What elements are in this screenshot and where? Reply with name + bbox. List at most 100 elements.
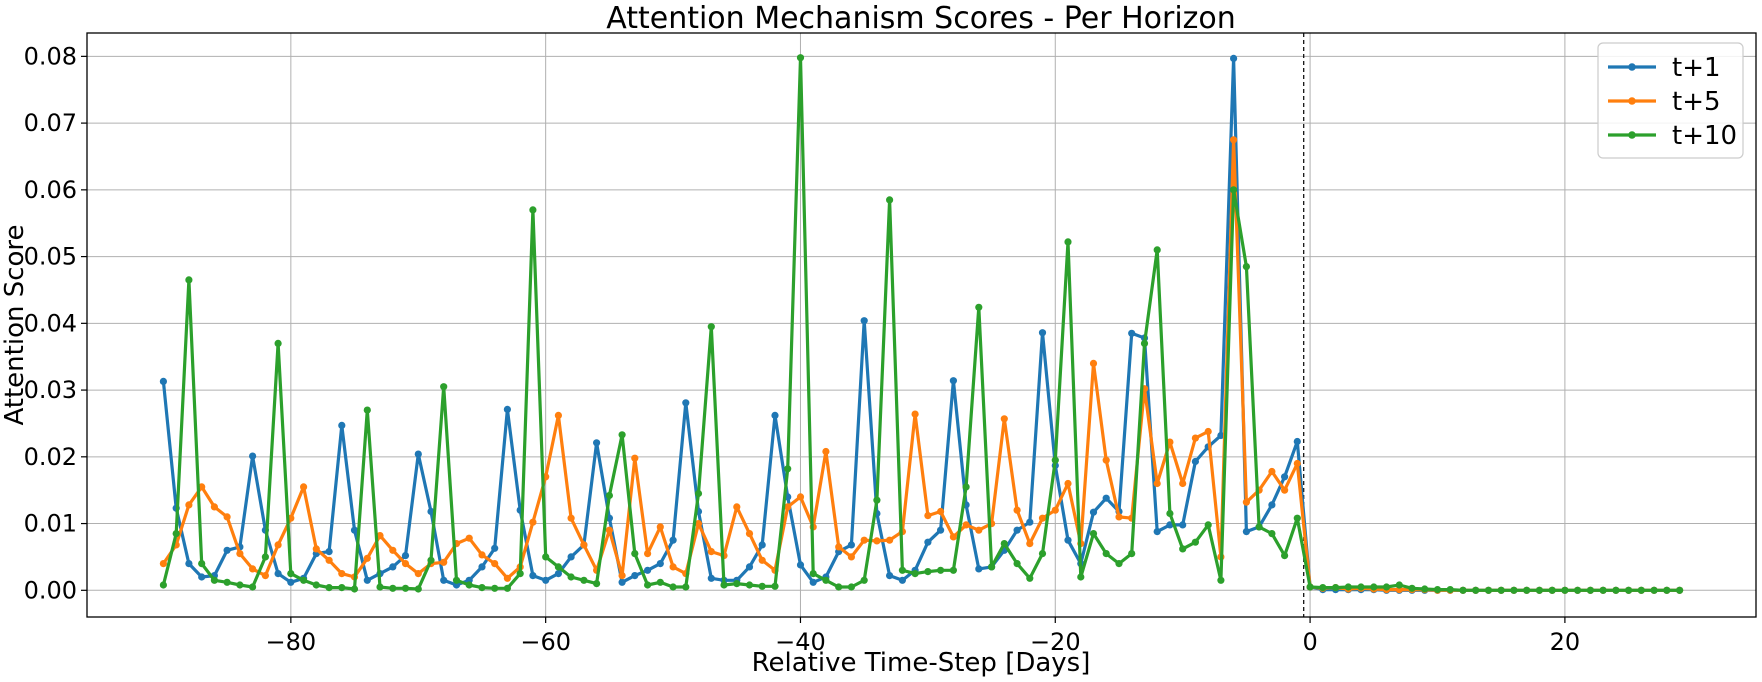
data-point bbox=[1179, 521, 1187, 529]
data-point bbox=[1230, 186, 1238, 194]
data-point bbox=[694, 489, 703, 498]
data-point bbox=[1089, 508, 1098, 516]
legend-label: t+5 bbox=[1672, 87, 1721, 117]
data-point bbox=[452, 576, 461, 584]
data-point bbox=[1191, 538, 1199, 546]
data-point bbox=[1344, 583, 1352, 591]
data-point bbox=[656, 560, 664, 568]
data-point bbox=[185, 560, 193, 568]
data-point bbox=[389, 584, 397, 592]
data-point bbox=[707, 323, 715, 331]
data-point bbox=[1064, 536, 1072, 544]
legend-item: t+10 bbox=[1608, 121, 1737, 151]
data-point bbox=[1395, 581, 1403, 589]
data-point bbox=[1650, 586, 1658, 594]
x-tick-label: −80 bbox=[266, 628, 317, 656]
data-point bbox=[427, 507, 435, 516]
data-point bbox=[822, 447, 830, 456]
data-point bbox=[1230, 54, 1238, 63]
legend-marker bbox=[1628, 97, 1636, 105]
data-point bbox=[338, 584, 346, 592]
data-point bbox=[363, 554, 371, 562]
data-point bbox=[911, 570, 919, 578]
data-point bbox=[210, 503, 218, 511]
data-point bbox=[1013, 506, 1021, 514]
data-point bbox=[937, 526, 945, 534]
chart-title: Attention Mechanism Scores - Per Horizon bbox=[606, 1, 1236, 36]
data-point bbox=[835, 543, 843, 551]
data-point bbox=[720, 581, 728, 589]
data-point bbox=[809, 578, 817, 586]
data-point bbox=[1586, 586, 1594, 594]
data-point bbox=[1217, 576, 1225, 584]
data-point bbox=[758, 541, 766, 549]
data-point bbox=[975, 303, 983, 311]
data-point bbox=[1535, 586, 1543, 594]
data-point bbox=[503, 574, 511, 582]
data-point bbox=[554, 563, 563, 571]
data-point bbox=[631, 572, 639, 580]
x-tick-label: 20 bbox=[1550, 628, 1581, 656]
data-point bbox=[554, 411, 563, 419]
data-point bbox=[605, 491, 614, 500]
data-point bbox=[300, 576, 308, 584]
data-point bbox=[1242, 528, 1250, 536]
data-point bbox=[809, 570, 817, 578]
data-point bbox=[1166, 509, 1174, 518]
y-tick-label: 0.03 bbox=[24, 376, 77, 404]
data-point bbox=[1026, 540, 1034, 548]
data-point bbox=[1268, 530, 1276, 538]
legend-label: t+1 bbox=[1672, 53, 1721, 83]
data-point bbox=[478, 563, 486, 571]
data-point bbox=[1230, 136, 1238, 144]
data-point bbox=[1574, 586, 1582, 594]
data-point bbox=[376, 532, 384, 540]
data-point bbox=[1268, 467, 1276, 476]
y-tick-label: 0.02 bbox=[24, 443, 77, 471]
legend-label: t+10 bbox=[1672, 121, 1737, 151]
data-point bbox=[1663, 586, 1671, 594]
data-point bbox=[312, 581, 320, 589]
data-point bbox=[440, 383, 448, 391]
data-point bbox=[1013, 526, 1021, 534]
data-point bbox=[1051, 456, 1059, 464]
data-point bbox=[669, 563, 677, 571]
legend-item: t+1 bbox=[1608, 53, 1721, 83]
data-point bbox=[389, 546, 397, 554]
data-point bbox=[1408, 584, 1416, 592]
series-t+1 bbox=[159, 54, 1684, 594]
data-point bbox=[745, 581, 754, 589]
data-point bbox=[1102, 456, 1110, 464]
data-point bbox=[911, 410, 919, 418]
data-point bbox=[1000, 415, 1008, 423]
data-point bbox=[478, 551, 486, 559]
data-point bbox=[261, 553, 269, 561]
data-point bbox=[312, 545, 320, 553]
data-point bbox=[1370, 583, 1378, 591]
plot-frame bbox=[86, 32, 1757, 618]
data-point bbox=[733, 580, 741, 588]
data-point bbox=[363, 406, 371, 414]
data-point bbox=[988, 563, 996, 571]
legend-box bbox=[1597, 42, 1744, 159]
x-tick-label: −20 bbox=[1030, 628, 1081, 656]
data-point bbox=[223, 546, 231, 554]
y-tick-label: 0.00 bbox=[24, 576, 77, 604]
data-point bbox=[669, 583, 677, 591]
data-point bbox=[924, 538, 932, 546]
data-point bbox=[350, 585, 359, 593]
data-point bbox=[236, 550, 244, 558]
data-point bbox=[745, 563, 754, 571]
data-point bbox=[1115, 560, 1123, 568]
data-point bbox=[363, 576, 371, 584]
data-point bbox=[529, 518, 537, 526]
data-point bbox=[542, 553, 550, 561]
legend-marker bbox=[1628, 131, 1636, 139]
series-line bbox=[161, 56, 1680, 592]
data-point bbox=[1038, 550, 1047, 558]
data-point bbox=[325, 556, 333, 564]
data-point bbox=[1459, 586, 1467, 594]
series-line bbox=[161, 56, 1680, 592]
data-point bbox=[401, 552, 410, 560]
